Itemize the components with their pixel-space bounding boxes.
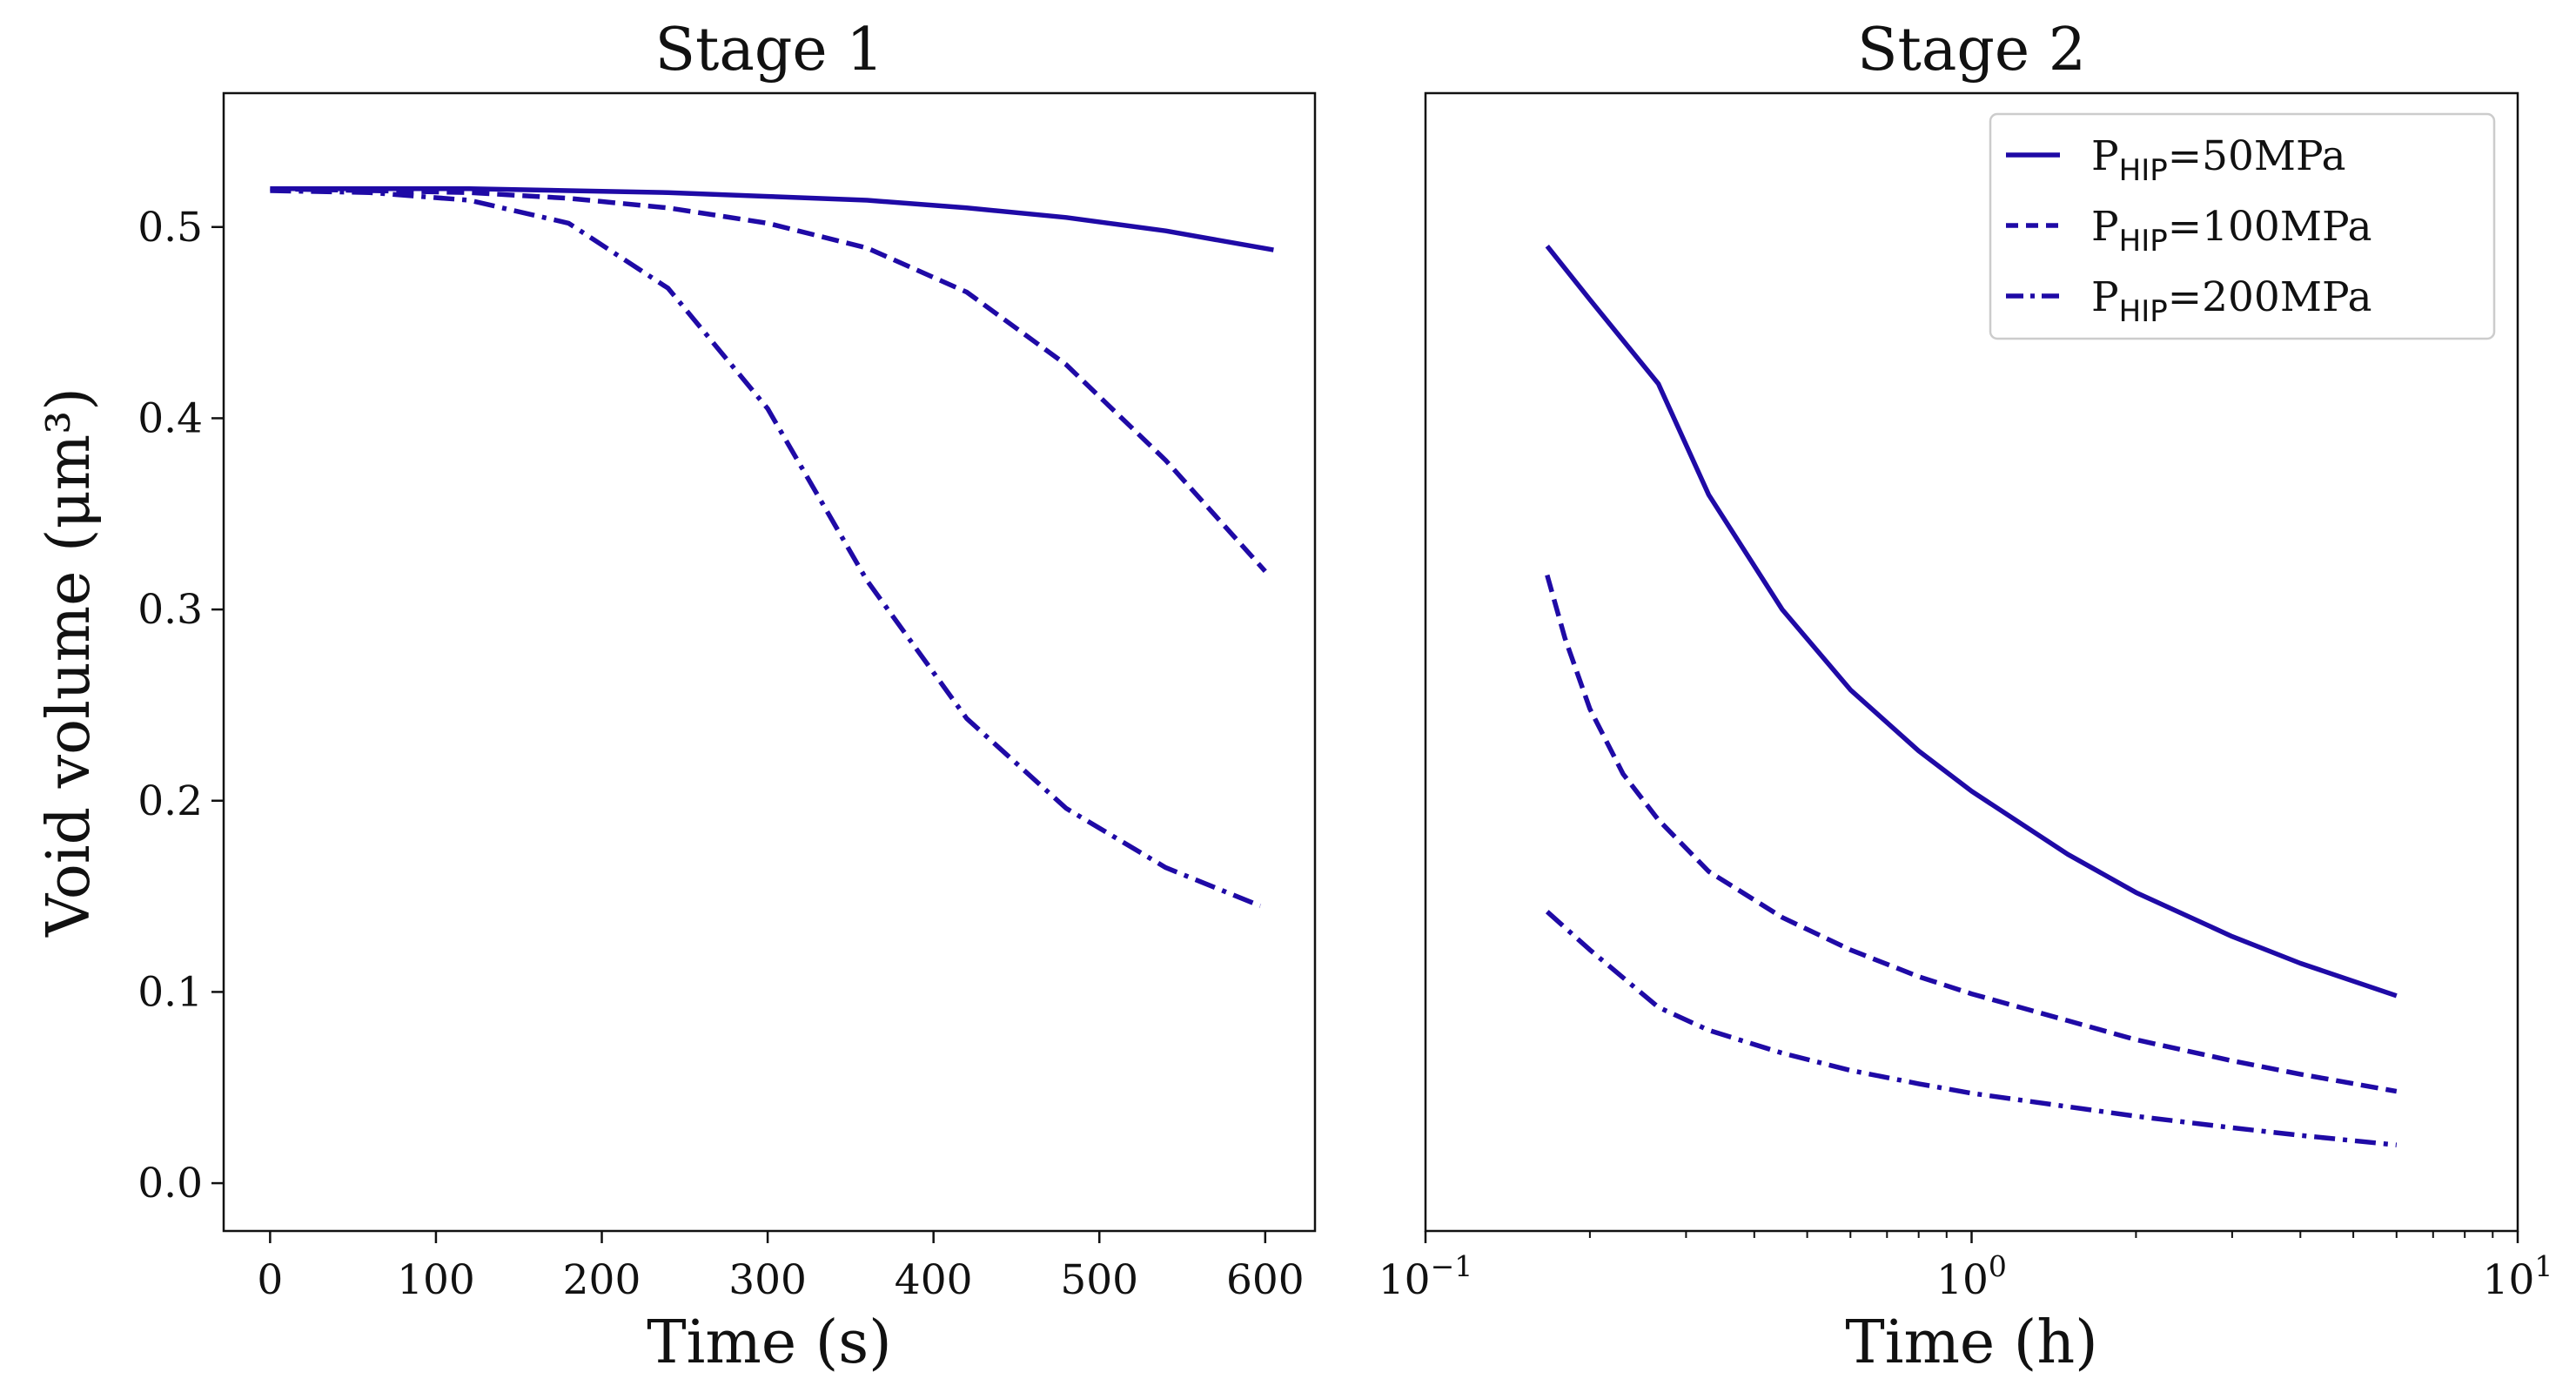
legend-label-suffix: =200MPa: [2168, 273, 2372, 321]
legend-label-prefix: P: [2091, 203, 2119, 251]
x-tick-exponent: 1: [2534, 1249, 2553, 1283]
y-tick-label: 0.1: [138, 968, 203, 1016]
x-tick-label: 600: [1226, 1256, 1305, 1304]
x-tick-exponent: 0: [1989, 1249, 2007, 1283]
series-line-solid: [270, 186, 1274, 252]
legend-label-subscript: HIP: [2119, 224, 2168, 259]
legend-label-suffix: =50MPa: [2168, 132, 2346, 180]
legend-label-prefix: P: [2091, 132, 2119, 180]
x-tick-label: 0: [257, 1256, 283, 1304]
x-tick-base: 10: [1936, 1256, 1989, 1304]
x-axis-label: Time (s): [647, 1308, 891, 1377]
x-tick-label: 100: [397, 1256, 475, 1304]
x-tick-label: 100: [1936, 1249, 2007, 1304]
series-line-dashdot: [270, 188, 1262, 909]
y-tick-label: 0.5: [138, 204, 203, 252]
legend-label: PHIP=50MPa: [2091, 132, 2346, 188]
series-line-dashed: [1545, 574, 2398, 1094]
x-tick-base: 10: [2483, 1256, 2535, 1304]
x-tick-label: 400: [895, 1256, 973, 1304]
plot-frame: [222, 91, 1317, 1233]
legend-label: PHIP=200MPa: [2091, 273, 2371, 329]
x-tick-label: 10−1: [1379, 1249, 1472, 1304]
legend-label: PHIP=100MPa: [2091, 203, 2371, 259]
y-tick-label: 0.0: [138, 1160, 203, 1207]
series-line-dashed: [270, 186, 1267, 574]
chart-title: Stage 1: [654, 16, 883, 84]
y-tick-label: 0.3: [138, 586, 203, 634]
y-axis-label: Void volume (μm³): [35, 387, 104, 938]
series-line-dashdot: [1545, 910, 2398, 1147]
x-tick-label: 200: [563, 1256, 641, 1304]
x-axis-label: Time (h): [1845, 1308, 2097, 1377]
y-tick-label: 0.4: [138, 394, 203, 442]
legend-label-subscript: HIP: [2119, 153, 2168, 188]
x-tick-label: 500: [1060, 1256, 1138, 1304]
x-tick-exponent: −1: [1431, 1249, 1473, 1283]
y-tick-label: 0.2: [138, 777, 203, 825]
series-line-solid: [1545, 244, 2398, 999]
legend-label-subscript: HIP: [2119, 294, 2168, 329]
legend-frame: [1989, 112, 2496, 340]
x-tick-label: 101: [2483, 1249, 2553, 1304]
legend-label-prefix: P: [2091, 273, 2119, 321]
x-tick-base: 10: [1379, 1256, 1431, 1304]
x-tick-label: 300: [728, 1256, 807, 1304]
chart-title: Stage 2: [1857, 16, 2086, 84]
legend-label-suffix: =100MPa: [2168, 203, 2372, 251]
stage-1-panel: Stage 1 Time (s) 0 100 200 300 400 500 600 0.0 0.1…: [35, 16, 1317, 1377]
